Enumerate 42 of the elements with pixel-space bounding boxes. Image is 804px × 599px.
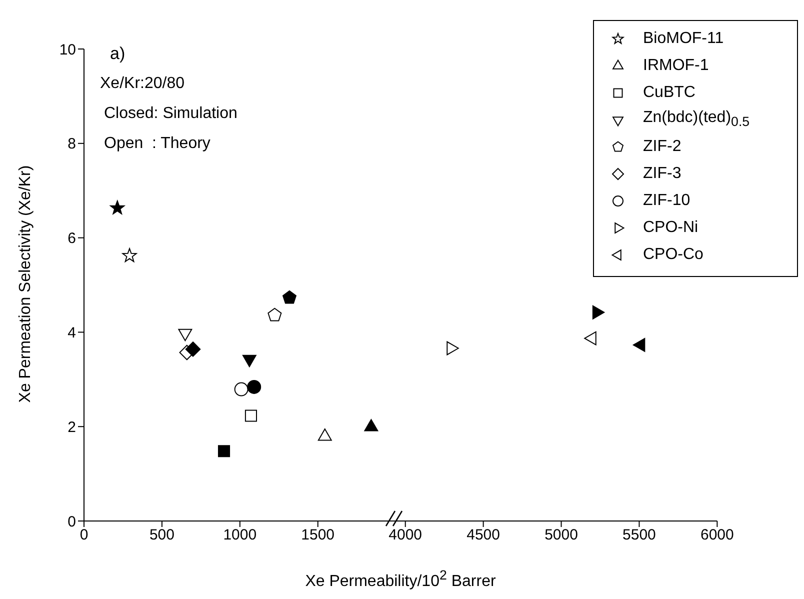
y-tick-label: 0: [68, 513, 76, 530]
point: [234, 382, 248, 396]
y-tick-label: 2: [68, 418, 76, 436]
legend-label: ZIF-2: [643, 138, 682, 156]
point: [218, 445, 230, 458]
annotation: a): [110, 44, 126, 63]
point: [584, 331, 596, 346]
point: [268, 308, 282, 322]
x-tick-label: 4500: [466, 526, 500, 544]
legend-label: BioMOF-11: [643, 30, 724, 48]
legend-label: CPO-Co: [642, 246, 704, 264]
point: [446, 341, 459, 356]
x-tick-label: 4000: [388, 526, 422, 544]
point: [244, 410, 257, 422]
point: [247, 380, 262, 394]
x-tick-label: 5000: [544, 526, 578, 544]
x-tick-label: 5500: [622, 526, 656, 544]
point: [185, 342, 201, 357]
point: [110, 200, 125, 214]
annotation: Closed: Simulation: [104, 105, 238, 122]
legend-label: CuBTC: [643, 84, 696, 102]
x-tick-label: 1500: [301, 526, 335, 544]
legend-label: Zn(bdc)(ted)$_{0.5}$: [643, 109, 750, 130]
point: [122, 248, 137, 262]
annotation: Open : Theory: [104, 135, 210, 152]
legend-label: ZIF-3: [643, 164, 682, 182]
x-tick-label: 6000: [700, 526, 734, 544]
x-tick-label: 0: [80, 526, 88, 544]
annotation: Xe/Kr:20/80: [100, 75, 184, 92]
y-axis-title: Xe Permeation Selectivity (Xe/Kr): [17, 165, 34, 403]
x-tick-label: 500: [149, 526, 174, 544]
y-tick-label: 4: [68, 324, 76, 342]
legend-label: CPO-Ni: [642, 218, 698, 236]
y-tick-label: 6: [68, 230, 76, 248]
y-tick-label: 8: [68, 136, 76, 153]
point: [282, 290, 296, 304]
y-tick-label: 10: [59, 41, 76, 58]
x-axis-title: Xe Permeability/10$^{2}$ Barrer: [305, 568, 496, 590]
point: [632, 338, 645, 352]
legend-label: IRMOF-1: [643, 56, 709, 74]
legend-label: ZIF-10: [643, 192, 690, 210]
x-tick-label: 1000: [223, 526, 257, 544]
